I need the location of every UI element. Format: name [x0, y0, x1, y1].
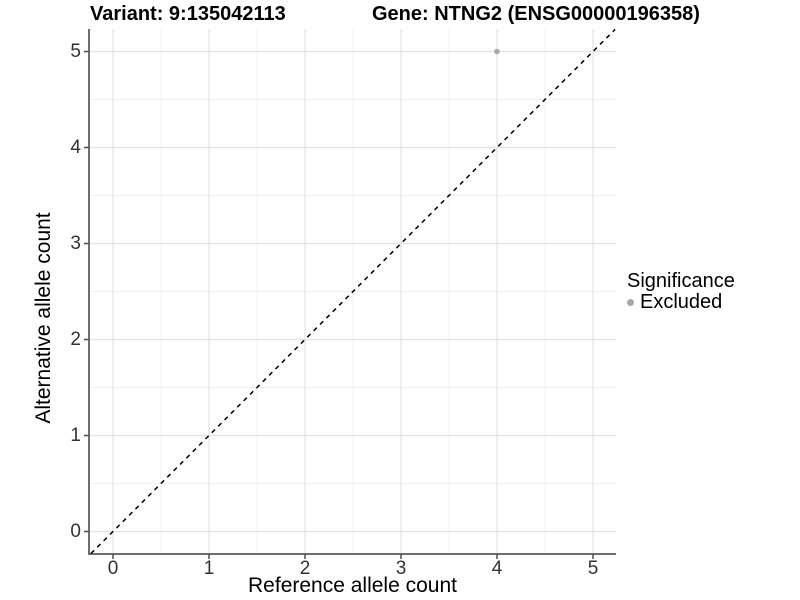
plot-title-variant: Variant: 9:135042113	[90, 3, 286, 25]
legend-entry-label: Excluded	[640, 291, 723, 313]
y-tick-label: 4	[70, 136, 81, 158]
identity-dashed-line	[90, 28, 616, 555]
data-point	[494, 48, 500, 55]
legend-entries: Excluded	[627, 291, 735, 313]
x-tick-label: 1	[203, 558, 215, 579]
x-tick-label: 2	[299, 558, 311, 579]
y-tick-label: 2	[70, 328, 81, 350]
x-tick-label: 4	[491, 558, 503, 579]
y-axis-title: Alternative allele count	[32, 212, 55, 424]
plot-title-gene: Gene: NTNG2 (ENSG00000196358)	[372, 3, 700, 25]
y-tick-label: 3	[70, 232, 81, 254]
y-tick-label: 0	[70, 520, 81, 542]
x-tick-label: 3	[395, 558, 407, 579]
legend-entry: Excluded	[627, 291, 735, 313]
legend-title: Significance	[627, 270, 735, 292]
y-tick-label: 5	[70, 40, 81, 62]
x-axis-title: Reference allele count	[248, 574, 457, 597]
x-tick-label: 0	[107, 558, 119, 579]
legend: Significance Excluded	[627, 270, 735, 313]
legend-key-dot-icon	[627, 298, 634, 306]
y-tick-label: 1	[70, 424, 81, 446]
x-tick-label: 5	[587, 558, 599, 579]
